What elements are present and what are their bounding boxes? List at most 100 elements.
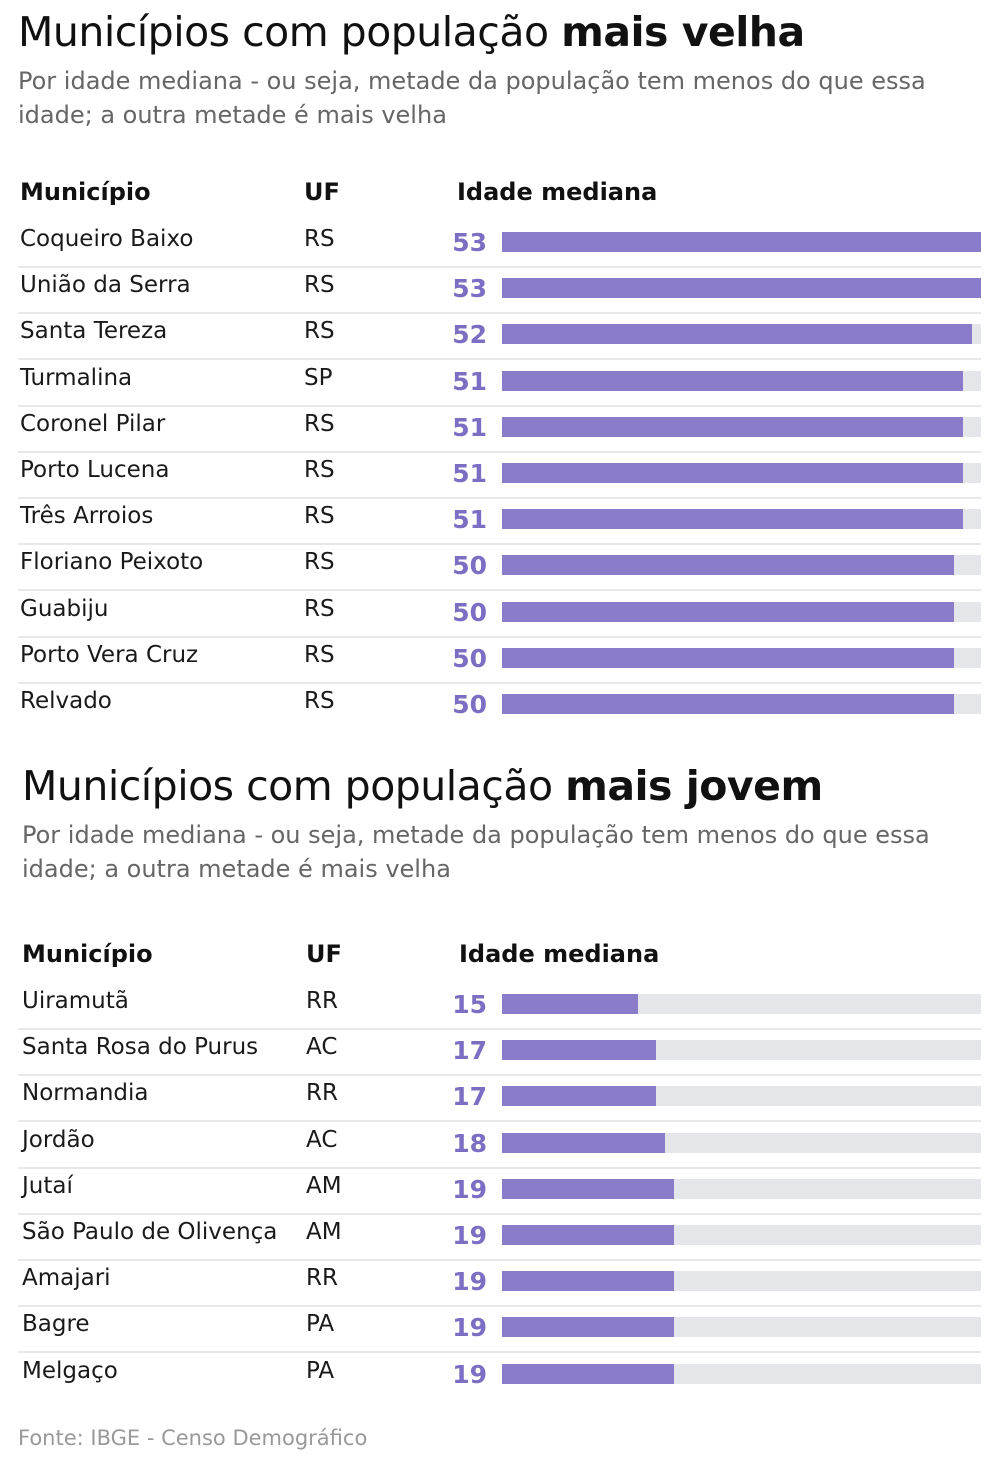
subtitle: Por idade mediana - ou seja, metade da p…: [22, 821, 930, 883]
bar-track: [502, 647, 981, 668]
bar: [502, 1225, 674, 1245]
bar: [502, 555, 954, 576]
bar-track: [502, 1086, 981, 1107]
uf-cell: AM: [306, 1172, 342, 1199]
uf-cell: PA: [306, 1311, 335, 1338]
uf-cell: RS: [304, 272, 335, 299]
chart-title: Municípios com população mais jovem: [22, 762, 1000, 810]
bar-track: [502, 1225, 981, 1245]
uf-cell: PA: [306, 1357, 335, 1384]
table-row: Amajari RR 19: [18, 1259, 981, 1308]
bar-track: [502, 1317, 981, 1338]
bar-track: [502, 555, 981, 576]
municipio-cell: União da Serra: [20, 272, 191, 299]
municipio-cell: Jordão: [22, 1126, 95, 1153]
bar: [502, 1040, 656, 1061]
value-label: 19: [452, 1313, 487, 1343]
value-label: 19: [452, 1359, 487, 1389]
bar-track: [502, 1363, 981, 1384]
municipio-cell: Relvado: [20, 688, 112, 714]
value-label: 50: [452, 690, 487, 719]
table-row: Coqueiro Baixo RS 53: [18, 220, 981, 268]
uf-cell: RS: [304, 318, 335, 345]
section-header: Municípios com população mais velha Por …: [18, 8, 1000, 132]
bar-track: [502, 509, 981, 530]
subtitle: Por idade mediana - ou seja, metade da p…: [18, 67, 926, 129]
value-label: 53: [452, 228, 487, 257]
bar: [502, 601, 954, 622]
uf-cell: RS: [304, 457, 335, 483]
table-row: Melgaço PA 19: [18, 1352, 981, 1398]
municipio-cell: Santa Tereza: [20, 318, 168, 345]
bar: [502, 278, 981, 299]
chart-title: Municípios com população mais velha: [18, 8, 1000, 56]
uf-cell: SP: [304, 364, 333, 391]
table-row: Santa Rosa do Purus AC 17: [18, 1028, 981, 1077]
value-label: 19: [452, 1221, 487, 1250]
bar: [502, 232, 981, 252]
bar: [502, 324, 972, 345]
uf-cell: RS: [304, 503, 335, 530]
bar: [502, 1132, 665, 1153]
uf-cell: RR: [306, 988, 338, 1014]
table-row: Coronel Pilar RS 51: [18, 405, 981, 453]
bar: [502, 416, 963, 437]
uf-cell: AM: [306, 1219, 342, 1245]
bar-track: [502, 416, 981, 437]
table-row: Porto Vera Cruz RS 50: [18, 636, 981, 684]
uf-cell: RS: [304, 410, 335, 437]
table-row: Normandia RR 17: [18, 1074, 981, 1123]
column-header-uf: UF: [306, 940, 342, 968]
title-bold: mais velha: [561, 8, 805, 56]
column-header-idade: Idade mediana: [459, 940, 660, 968]
bar-track: [502, 1040, 981, 1061]
column-header-municipio: Município: [22, 940, 153, 968]
bar-track: [502, 1132, 981, 1153]
bar: [502, 1086, 656, 1107]
value-label: 50: [452, 551, 487, 581]
title-text: Municípios com população: [18, 8, 562, 56]
uf-cell: RS: [304, 595, 335, 622]
bar: [502, 509, 963, 530]
table-row: Três Arroios RS 51: [18, 497, 981, 546]
bar: [502, 1271, 674, 1292]
value-label: 50: [452, 643, 487, 673]
column-header-municipio: Município: [20, 178, 151, 206]
municipio-cell: Normandia: [22, 1080, 149, 1107]
uf-cell: RS: [304, 641, 335, 668]
municipio-cell: Uiramutã: [22, 988, 129, 1014]
bar-track: [502, 601, 981, 622]
bar-track: [502, 1271, 981, 1292]
bar: [502, 1363, 674, 1384]
value-label: 19: [452, 1174, 487, 1204]
title-text: Municípios com população: [22, 762, 566, 810]
title-bold: mais jovem: [565, 762, 823, 810]
bar-track: [502, 1178, 981, 1199]
uf-cell: AC: [306, 1034, 338, 1061]
uf-cell: AC: [306, 1126, 338, 1153]
value-label: 18: [452, 1128, 487, 1158]
bar-track: [502, 463, 981, 483]
value-label: 50: [452, 597, 487, 627]
uf-cell: RS: [304, 549, 335, 576]
municipio-cell: Coqueiro Baixo: [20, 226, 194, 252]
bar-track: [502, 324, 981, 345]
bar: [502, 1178, 674, 1199]
value-label: 17: [452, 1036, 487, 1066]
section-header: Municípios com população mais jovem Por …: [22, 762, 1000, 886]
municipio-cell: Três Arroios: [20, 503, 154, 530]
bar: [502, 647, 954, 668]
municipio-cell: Bagre: [22, 1311, 90, 1338]
table-row: Turmalina SP 51: [18, 359, 981, 407]
municipio-cell: Amajari: [22, 1265, 111, 1292]
municipio-cell: Melgaço: [22, 1357, 118, 1384]
bar-track: [502, 370, 981, 391]
column-header-uf: UF: [304, 178, 340, 206]
value-label: 51: [452, 366, 487, 396]
table-row: Jutaí AM 19: [18, 1167, 981, 1215]
municipio-cell: São Paulo de Olivença: [22, 1219, 278, 1245]
table-row: Relvado RS 50: [18, 682, 981, 728]
value-label: 51: [452, 459, 487, 488]
municipio-cell: Guabiju: [20, 595, 109, 622]
